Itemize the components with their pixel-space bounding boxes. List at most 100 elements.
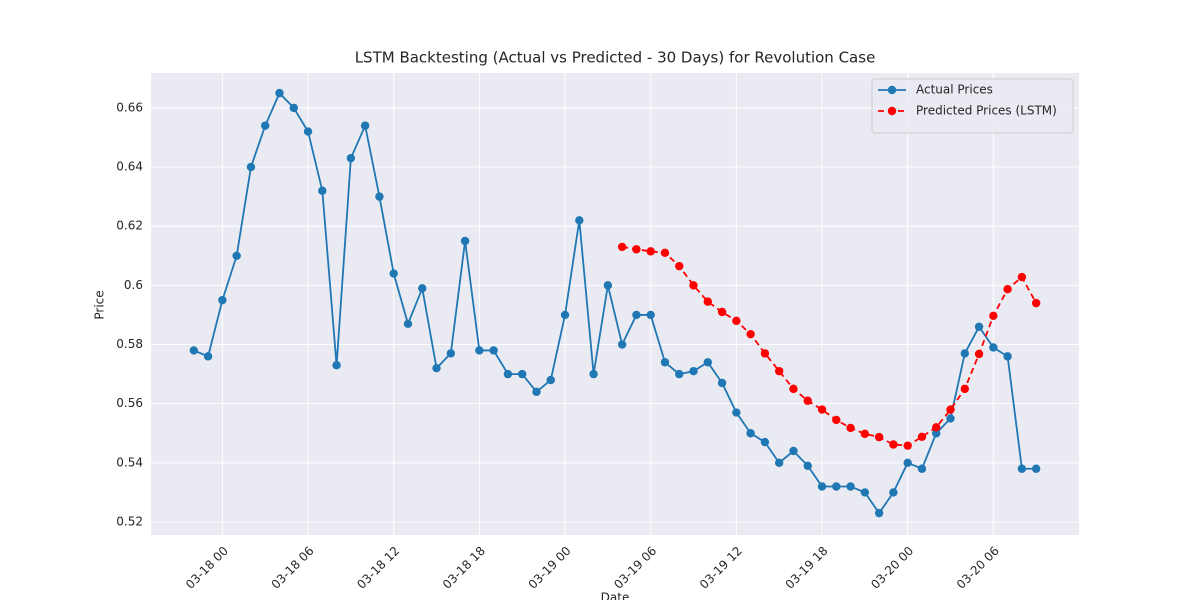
y-tick-label: 0.52 [116, 514, 143, 528]
data-point [332, 361, 341, 370]
data-point [632, 310, 641, 320]
legend-label: Predicted Prices (LSTM) [916, 104, 1057, 118]
data-point [960, 349, 969, 358]
data-point [1017, 464, 1027, 473]
data-point [703, 297, 712, 306]
data-point [232, 251, 241, 260]
data-point [974, 322, 984, 331]
x-tick-label: 03-19 06 [611, 544, 659, 592]
data-point [646, 247, 655, 256]
data-point [732, 408, 741, 417]
data-point [932, 423, 941, 432]
x-axis-label: Date [601, 591, 630, 600]
data-point [532, 387, 541, 397]
data-point [403, 319, 413, 329]
data-point [418, 284, 427, 293]
data-point [760, 437, 770, 447]
data-point [860, 429, 870, 439]
legend-label: Actual Prices [916, 83, 993, 97]
x-tick-label: 03-18 06 [269, 544, 317, 592]
data-point [346, 153, 356, 163]
data-point [389, 269, 398, 278]
y-tick-label: 0.56 [116, 396, 143, 410]
data-point [603, 281, 613, 290]
data-point [746, 329, 755, 339]
y-axis-label: Price [93, 290, 107, 319]
data-point [946, 405, 955, 414]
legend-marker [887, 85, 897, 95]
y-tick-label: 0.58 [116, 337, 143, 351]
data-point [318, 186, 327, 195]
data-point [203, 352, 213, 361]
data-point [774, 366, 784, 376]
data-point [832, 415, 841, 425]
plot-area [151, 73, 1079, 535]
x-tick-label: 03-20 06 [954, 544, 1002, 592]
data-point [617, 242, 627, 252]
data-point [446, 349, 456, 358]
data-point [218, 295, 227, 305]
data-point [275, 88, 284, 98]
data-point [675, 261, 684, 271]
data-point [617, 340, 627, 349]
x-tick-label: 03-19 18 [783, 544, 831, 592]
data-point [789, 384, 798, 394]
y-tick-label: 0.64 [116, 160, 143, 174]
data-point [832, 482, 841, 491]
data-point [375, 192, 384, 201]
data-point [261, 121, 270, 130]
data-point [589, 369, 598, 379]
data-point [732, 316, 741, 326]
data-point [717, 378, 727, 388]
data-point [475, 346, 484, 355]
data-point [932, 429, 941, 438]
data-point [289, 103, 298, 113]
data-point [817, 482, 827, 491]
x-tick-label: 03-20 00 [868, 544, 916, 592]
data-point [703, 358, 712, 367]
data-point [903, 458, 912, 468]
data-point [546, 375, 555, 385]
data-point [960, 384, 969, 394]
x-tick-label: 03-18 18 [440, 544, 488, 592]
data-point [789, 446, 798, 456]
data-point [646, 310, 655, 320]
data-point [1003, 285, 1012, 294]
data-point [303, 127, 313, 136]
y-tick-label: 0.6 [124, 278, 143, 292]
data-point [360, 121, 370, 130]
data-point [846, 482, 855, 491]
data-point [760, 349, 770, 358]
data-point [575, 216, 584, 225]
data-point [632, 245, 641, 254]
data-point [489, 346, 498, 355]
data-point [675, 369, 684, 379]
data-point [660, 248, 670, 258]
data-point [846, 423, 855, 433]
data-point [803, 396, 812, 405]
data-point [689, 366, 698, 376]
data-point [874, 432, 884, 442]
data-point [1003, 352, 1012, 361]
data-point [246, 162, 256, 172]
data-point [518, 369, 527, 379]
data-point [560, 310, 570, 320]
chart-title: LSTM Backtesting (Actual vs Predicted - … [355, 49, 876, 67]
x-tick-label: 03-19 00 [526, 544, 574, 592]
x-tick-label: 03-19 12 [697, 544, 745, 592]
data-point [1031, 298, 1041, 308]
legend: Actual Prices Predicted Prices (LSTM) [871, 78, 1074, 134]
data-point [974, 349, 984, 359]
data-point [1017, 272, 1027, 282]
data-point [917, 464, 927, 473]
data-point [889, 488, 898, 497]
data-point [774, 458, 784, 468]
data-point [746, 429, 755, 438]
data-point [689, 281, 698, 290]
data-point [432, 363, 441, 373]
x-tick-label: 03-18 00 [183, 544, 231, 592]
data-point [889, 440, 898, 449]
data-point [817, 405, 827, 414]
data-point [189, 346, 199, 355]
